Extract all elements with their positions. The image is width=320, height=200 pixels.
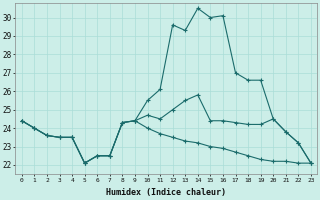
X-axis label: Humidex (Indice chaleur): Humidex (Indice chaleur) bbox=[106, 188, 226, 197]
